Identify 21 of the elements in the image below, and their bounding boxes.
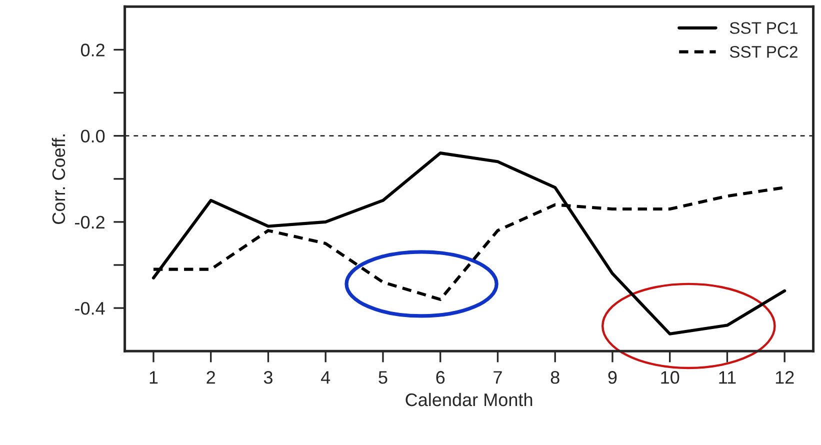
x-axis-title: Calendar Month — [406, 392, 532, 406]
y-axis-title: Corr. Coeff. — [52, 134, 66, 224]
x-tick-label: 9 — [608, 371, 617, 384]
x-tick-label: 3 — [264, 371, 272, 384]
y-tick-label: -0.2 — [75, 216, 104, 229]
x-tick-label: 10 — [661, 371, 680, 384]
y-tick-label: 0.2 — [80, 44, 104, 56]
x-tick-label: 6 — [436, 371, 445, 384]
line-series — [152, 152, 786, 336]
legend-label: SST PC2 — [730, 46, 798, 58]
x-tick-label: 2 — [206, 371, 215, 384]
x-tick-label: 12 — [776, 371, 794, 384]
x-tick-label: 1 — [150, 371, 158, 384]
x-tick-label: 8 — [550, 371, 560, 384]
y-tick-label: 0.0 — [80, 130, 105, 143]
x-tick-label: 7 — [494, 371, 502, 384]
y-tick-label: -0.4 — [75, 302, 105, 315]
legend-label: SST PC1 — [730, 22, 798, 34]
x-tick-label: 11 — [719, 371, 736, 384]
x-tick-label: 5 — [378, 371, 388, 384]
x-tick-label: 4 — [320, 371, 330, 384]
